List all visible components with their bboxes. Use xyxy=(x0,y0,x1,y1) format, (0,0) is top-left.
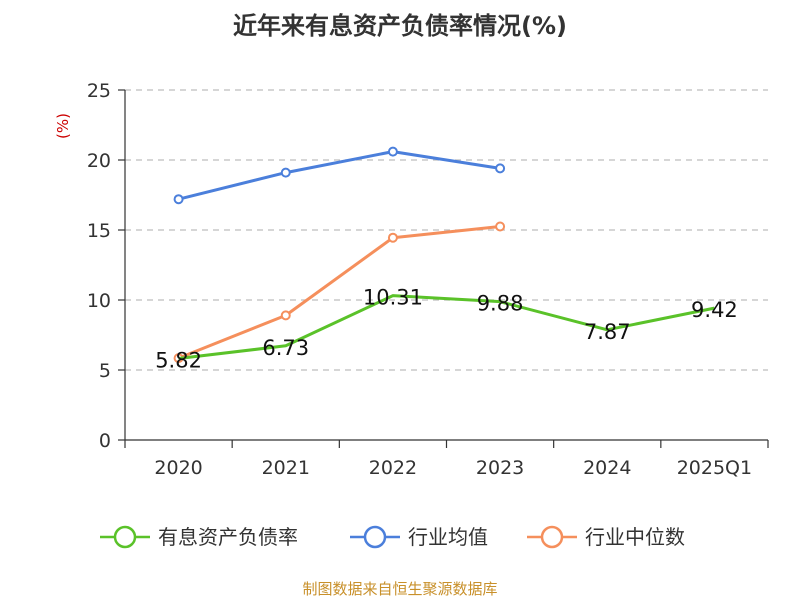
series-2-point xyxy=(387,232,398,243)
series-2-point xyxy=(280,310,291,321)
y-tick-label: 5 xyxy=(99,360,111,382)
series xyxy=(173,146,715,364)
y-axis-label: (%) xyxy=(54,113,72,139)
legend-item-2[interactable]: 行业中位数 xyxy=(527,525,685,549)
grid-lines xyxy=(125,89,768,371)
x-tick-label: 2025Q1 xyxy=(677,457,752,479)
x-tick-label: 2022 xyxy=(369,457,417,479)
chart-title: 近年来有息资产负债率情况(%) xyxy=(233,12,567,40)
source-note: 制图数据来自恒生聚源数据库 xyxy=(302,580,497,598)
series-1-point xyxy=(387,146,398,157)
data-label: 5.82 xyxy=(155,349,202,373)
data-label: 7.87 xyxy=(584,320,631,344)
y-tick-label: 0 xyxy=(99,430,111,452)
x-tick-label: 2023 xyxy=(476,457,524,479)
x-tick-label: 2021 xyxy=(262,457,310,479)
series-line-0 xyxy=(178,294,715,361)
series-1-point xyxy=(280,167,291,178)
data-label: 9.88 xyxy=(477,292,524,316)
legend-label: 行业中位数 xyxy=(585,525,685,549)
data-labels: 5.82 6.73 10.31 9.88 7.87 9.42 xyxy=(155,286,738,373)
legend-marker xyxy=(363,525,387,549)
legend: 有息资产负债率 行业均值 行业中位数 xyxy=(100,525,685,549)
x-tick-label: 2020 xyxy=(154,457,202,479)
series-1-point xyxy=(495,163,506,174)
data-label: 6.73 xyxy=(262,336,309,360)
legend-marker xyxy=(113,525,137,549)
legend-item-1[interactable]: 行业均值 xyxy=(350,525,488,549)
y-tick-label: 15 xyxy=(87,220,111,242)
legend-item-0[interactable]: 有息资产负债率 xyxy=(100,525,298,549)
data-label: 9.42 xyxy=(691,298,738,322)
data-label: 10.31 xyxy=(363,286,423,310)
axes: 0 5 10 15 20 25 2020 2021 2022 2023 2024 2025Q1 xyxy=(87,80,769,479)
series-line-1 xyxy=(178,150,501,201)
legend-label: 有息资产负债率 xyxy=(158,525,298,549)
legend-marker xyxy=(540,525,564,549)
series-line-2 xyxy=(178,225,501,360)
y-tick-label: 20 xyxy=(87,150,111,172)
series-2-point xyxy=(495,221,506,232)
legend-label: 行业均值 xyxy=(408,525,488,549)
y-tick-label: 25 xyxy=(87,80,111,102)
x-tick-label: 2024 xyxy=(583,457,631,479)
series-1-point xyxy=(173,194,184,205)
y-tick-label: 10 xyxy=(87,290,111,312)
